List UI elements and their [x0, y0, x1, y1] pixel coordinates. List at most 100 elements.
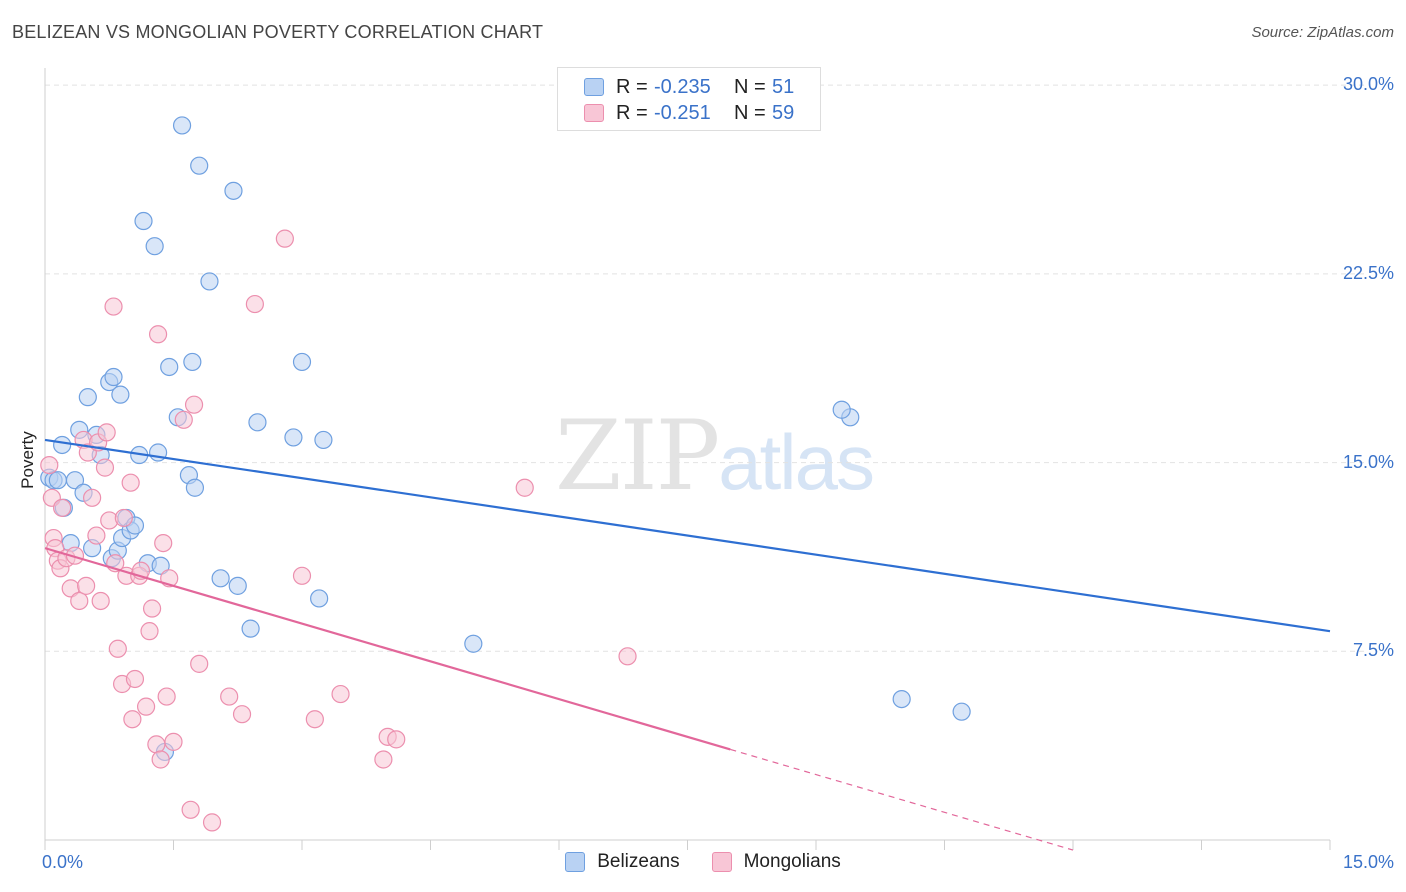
- mongolians-point: [232, 705, 252, 724]
- mongolians-point: [77, 576, 96, 595]
- x-tick-label: 0.0%: [42, 852, 84, 872]
- correlation-legend: R = -0.235 N = 51 R = -0.251 N = 59: [557, 67, 821, 131]
- legend-n-value: 59: [772, 101, 795, 124]
- chart-title: BELIZEAN VS MONGOLIAN POVERTY CORRELATIO…: [12, 22, 544, 42]
- mongolians-point: [331, 684, 350, 704]
- mongolians-point: [275, 229, 294, 248]
- belizeans-point: [200, 272, 219, 291]
- belizeans-point: [211, 569, 230, 588]
- mongolians-point: [142, 599, 162, 618]
- belizeans-point: [53, 435, 72, 455]
- legend-label-belizeans: Belizeans: [597, 851, 680, 872]
- mongolians-point: [125, 669, 145, 689]
- legend-row-mongolians: R = -0.251 N = 59: [584, 101, 794, 125]
- mongolians-point: [220, 687, 239, 706]
- legend-swatch-belizeans: [565, 852, 586, 872]
- mongolians-point: [53, 498, 72, 517]
- belizeans-point: [183, 352, 202, 372]
- legend-item-mongolians: Mongolians: [711, 851, 841, 873]
- y-tick-label: 22.5%: [1342, 262, 1394, 283]
- belizeans-point: [952, 702, 971, 721]
- mongolians-point: [387, 730, 406, 749]
- belizeans-point: [248, 413, 267, 432]
- legend-swatch-mongolians: [584, 104, 604, 122]
- mongolians-point: [618, 647, 637, 666]
- legend-n-label: N =: [734, 101, 766, 124]
- belizeans-point: [292, 352, 312, 372]
- mongolians-point: [164, 732, 183, 751]
- mongolians-point: [108, 639, 127, 658]
- legend-n-value: 51: [772, 75, 795, 98]
- mongolians-point: [147, 735, 166, 754]
- mongolians-point: [374, 750, 393, 769]
- mongolians-point: [97, 423, 116, 442]
- belizeans-point: [145, 237, 164, 256]
- belizeans-point: [104, 367, 123, 387]
- belizeans-point: [310, 589, 329, 608]
- mongolians-point: [140, 622, 159, 641]
- x-tick-label: 15.0%: [1342, 852, 1394, 872]
- belizeans-point: [190, 156, 209, 175]
- legend-r-value: -0.251: [654, 101, 711, 124]
- belizeans-point: [151, 556, 170, 575]
- series-belizeans: [40, 116, 971, 762]
- mongolians-point: [292, 566, 312, 585]
- belizeans-point: [241, 619, 260, 638]
- legend-n-label: N =: [734, 75, 766, 98]
- mongolians-point: [190, 654, 209, 673]
- belizeans-point: [111, 385, 130, 404]
- legend-swatch-belizeans: [584, 78, 604, 96]
- legend-r-label: R =: [616, 101, 648, 124]
- grid-lines: [45, 84, 1365, 652]
- belizeans-point: [160, 357, 179, 377]
- belizeans-point: [832, 400, 851, 419]
- belizeans-point: [284, 428, 303, 447]
- mongolians-point: [83, 488, 102, 507]
- source-credit: Source: ZipAtlas.com: [1251, 24, 1394, 41]
- belizeans-point: [65, 471, 85, 490]
- belizeans-point: [172, 116, 192, 135]
- mongolians-point: [154, 533, 173, 553]
- y-tick-label: 30.0%: [1342, 74, 1394, 95]
- legend-row-belizeans: R = -0.235 N = 51: [584, 75, 794, 99]
- mongolians-point: [121, 473, 140, 492]
- watermark-zip: ZIP: [555, 400, 720, 512]
- belizeans-point: [892, 689, 911, 709]
- trend-line-belizeans: [44, 438, 1331, 633]
- belizeans-point: [134, 211, 153, 231]
- belizeans-point: [78, 388, 97, 407]
- legend-label-mongolians: Mongolians: [743, 851, 841, 872]
- mongolians-point: [184, 395, 204, 414]
- mongolians-point: [91, 591, 110, 611]
- trend-line-mongolians: [44, 547, 731, 751]
- mongolians-point: [202, 813, 222, 832]
- mongolians-point: [65, 546, 85, 565]
- mongolians-point: [305, 710, 324, 729]
- belizeans-point: [48, 471, 67, 490]
- mongolians-point: [245, 294, 264, 314]
- series-legend: Belizeans Mongolians: [0, 851, 1406, 873]
- mongolians-point: [181, 800, 200, 819]
- belizeans-point: [224, 181, 243, 200]
- mongolians-point: [95, 458, 115, 477]
- legend-r-label: R =: [616, 75, 648, 98]
- mongolians-point: [123, 710, 142, 729]
- mongolians-point: [114, 508, 133, 528]
- trend-line-mongolians-extension: [730, 748, 1074, 851]
- mongolians-point: [87, 526, 106, 545]
- mongolians-point: [70, 591, 89, 611]
- mongolians-point: [136, 697, 156, 716]
- trend-lines: [44, 438, 1331, 851]
- watermark-atlas: atlas: [718, 418, 875, 506]
- legend-swatch-mongolians: [711, 852, 732, 872]
- mongolians-point: [148, 325, 168, 344]
- belizeans-point: [228, 576, 247, 595]
- y-tick-label: 7.5%: [1352, 640, 1394, 661]
- mongolians-point: [157, 687, 176, 706]
- mongolians-point: [40, 455, 59, 475]
- legend-item-belizeans: Belizeans: [565, 851, 680, 873]
- legend-r-value: -0.235: [654, 75, 711, 98]
- series-mongolians: [40, 229, 637, 832]
- belizeans-point: [464, 634, 483, 653]
